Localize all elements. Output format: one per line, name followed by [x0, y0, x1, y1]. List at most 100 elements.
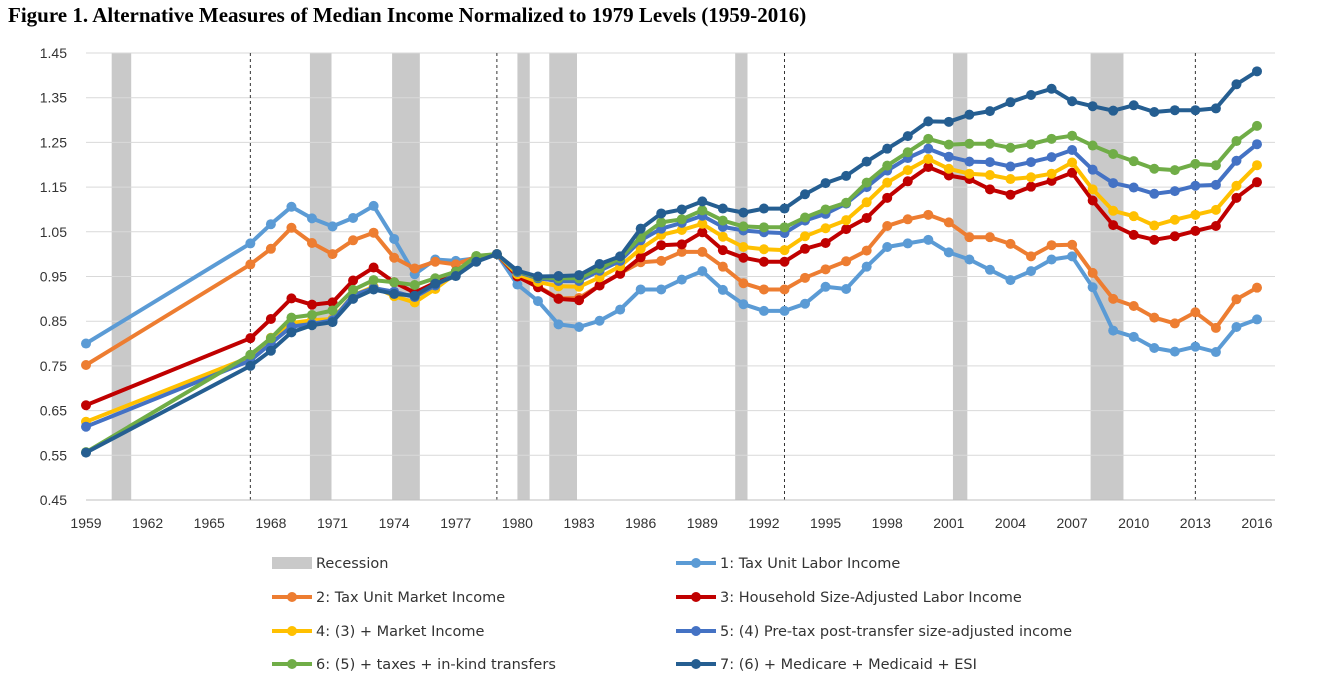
data-point: [1210, 220, 1221, 231]
data-point: [532, 271, 543, 282]
data-point: [820, 264, 831, 275]
data-point: [984, 138, 995, 149]
data-point: [1108, 325, 1119, 336]
data-point: [820, 237, 831, 248]
x-tick-label: 2010: [1118, 515, 1149, 531]
vertical-dashed-markers: [249, 53, 1196, 500]
data-point: [861, 212, 872, 223]
data-point: [327, 317, 338, 328]
data-point: [368, 262, 379, 273]
data-point: [779, 256, 790, 267]
data-point: [532, 296, 543, 307]
data-point: [1231, 180, 1242, 191]
data-point: [1087, 101, 1098, 112]
x-tick-label: 1989: [687, 515, 718, 531]
data-point: [1026, 90, 1037, 101]
legend-marker: [287, 626, 297, 636]
data-point: [409, 263, 420, 274]
data-point: [1026, 139, 1037, 150]
data-point: [697, 218, 708, 229]
data-point: [882, 177, 893, 188]
data-point: [964, 138, 975, 149]
data-point: [1190, 307, 1201, 318]
data-point: [368, 200, 379, 211]
data-point: [491, 249, 502, 260]
data-point: [512, 279, 523, 290]
legend-label: 7: (6) + Medicare + Medicaid + ESI: [720, 657, 977, 673]
data-point: [409, 279, 420, 290]
legend-label: 2: Tax Unit Market Income: [316, 590, 505, 606]
data-point: [1190, 209, 1201, 220]
data-point: [861, 156, 872, 167]
data-point: [306, 299, 317, 310]
data-point: [943, 247, 954, 258]
data-point: [779, 222, 790, 233]
legend-marker: [287, 592, 297, 602]
data-point: [964, 232, 975, 243]
data-point: [1046, 240, 1057, 251]
data-point: [820, 178, 831, 189]
data-point: [738, 278, 749, 289]
data-point: [348, 284, 359, 295]
data-point: [1046, 168, 1057, 179]
data-point: [574, 322, 585, 333]
data-point: [1046, 175, 1057, 186]
data-point: [676, 246, 687, 257]
data-point: [861, 261, 872, 272]
data-point: [306, 237, 317, 248]
data-point: [574, 270, 585, 281]
legend-swatch-recession: [272, 557, 312, 569]
legend-marker: [691, 592, 701, 602]
data-point: [635, 284, 646, 295]
data-point: [1108, 220, 1119, 231]
data-point: [553, 293, 564, 304]
data-point: [738, 252, 749, 263]
data-point: [923, 161, 934, 172]
data-point: [964, 254, 975, 265]
data-point: [820, 204, 831, 215]
data-point: [471, 256, 482, 267]
data-point: [1005, 275, 1016, 286]
data-point: [676, 225, 687, 236]
data-point: [1005, 189, 1016, 200]
data-point: [430, 256, 441, 267]
data-point: [1149, 188, 1160, 199]
data-point: [389, 252, 400, 263]
x-tick-label: 2007: [1057, 515, 1088, 531]
data-point: [1005, 161, 1016, 172]
data-point: [306, 320, 317, 331]
data-point: [81, 421, 91, 432]
data-point: [265, 313, 276, 324]
data-point: [1252, 139, 1262, 150]
series: [81, 200, 1262, 358]
data-point: [1046, 133, 1057, 144]
x-tick-label: 1962: [132, 515, 163, 531]
data-point: [841, 284, 852, 295]
data-point: [902, 131, 913, 142]
data-point: [306, 309, 317, 320]
data-point: [1128, 156, 1139, 167]
data-point: [902, 165, 913, 176]
data-point: [882, 241, 893, 252]
data-point: [1210, 179, 1221, 190]
data-point: [1231, 136, 1242, 147]
data-point: [923, 234, 934, 245]
data-point: [265, 333, 276, 344]
y-tick-label: 1.05: [40, 224, 67, 240]
data-point: [81, 338, 91, 349]
data-point: [389, 277, 400, 288]
data-point: [943, 217, 954, 228]
data-point: [450, 271, 461, 282]
data-point: [841, 256, 852, 267]
data-point: [820, 281, 831, 292]
data-point: [964, 109, 975, 120]
x-tick-label: 2004: [995, 515, 1026, 531]
data-point: [1026, 181, 1037, 192]
data-point: [348, 293, 359, 304]
chart-title: Figure 1. Alternative Measures of Median…: [8, 3, 807, 27]
data-point: [512, 265, 523, 276]
data-point: [841, 197, 852, 208]
data-point: [1005, 142, 1016, 153]
data-point: [923, 209, 934, 220]
data-point: [964, 156, 975, 167]
